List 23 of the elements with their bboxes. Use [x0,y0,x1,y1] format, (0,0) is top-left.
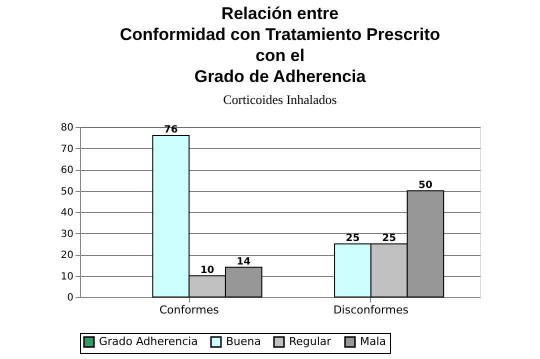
legend-label: Mala [360,335,386,348]
y-tick-label: 80 [60,122,74,134]
y-tick-label: 30 [60,228,74,240]
y-tick-label: 0 [67,292,74,304]
x-tick-label: Conformes [159,304,220,316]
legend-label: Regular [289,335,332,348]
y-tick-label: 60 [60,165,74,176]
chart-title: Relación entre Conformidad con Tratamiento Prescrito con el Grado de Adherencia [120,4,440,86]
y-tick-label: 50 [60,186,74,198]
y-tick-label: 20 [60,250,74,261]
y-tick-label: 70 [60,144,74,155]
data-label: 14 [236,256,251,268]
data-label: 25 [346,232,360,244]
data-label: 76 [164,124,178,136]
data-label: 10 [200,264,214,276]
y-tick-label: 40 [60,208,74,218]
chart-subtitle: Corticoides Inhalados [223,92,337,107]
legend-label: Buena [226,335,261,348]
data-label: 25 [382,232,396,244]
y-tick-label: 10 [60,271,74,282]
legend-label: Grado Adherencia [99,335,198,348]
data-label: 50 [418,180,432,191]
x-tick-label: Disconformes [333,304,409,316]
